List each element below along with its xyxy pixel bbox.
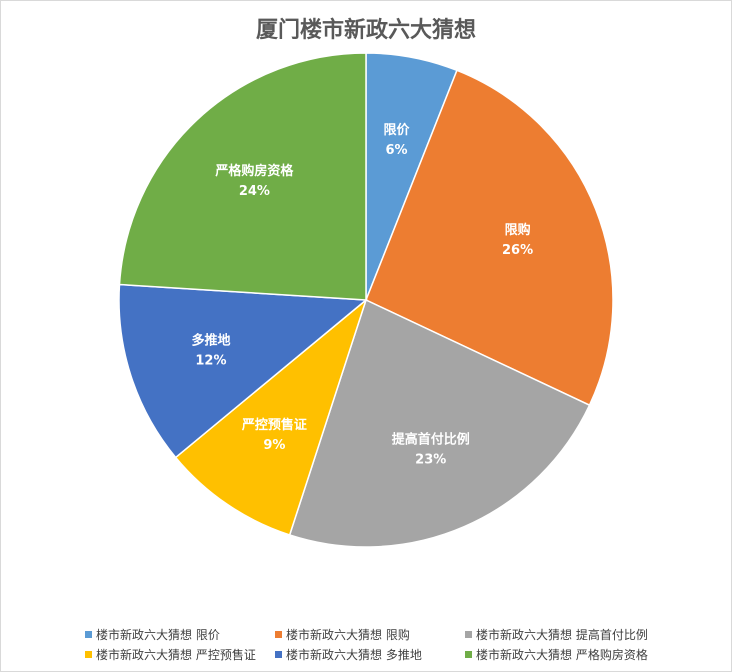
pie-slice-3 (174, 297, 368, 536)
legend-item: 楼市新政六大猜想 限购 (275, 626, 465, 643)
legend-swatch (465, 630, 472, 638)
legend-swatch (275, 630, 282, 638)
legend-swatch (275, 650, 282, 658)
pie-slice-2 (288, 298, 591, 548)
legend-swatch (85, 630, 92, 638)
legend-swatch (85, 650, 92, 658)
legend-label: 楼市新政六大猜想 限价 (96, 627, 220, 642)
legend-swatch (465, 650, 472, 658)
data-label-value-0: 6% (386, 143, 408, 158)
legend-label: 楼市新政六大猜想 多推地 (286, 647, 422, 662)
pie-slice-5 (118, 52, 367, 301)
data-label-category-2: 提高首付比例 (392, 432, 470, 448)
chart-title: 厦门楼市新政六大猜想 (255, 18, 476, 43)
pie-slice-1 (365, 69, 614, 407)
legend-item: 楼市新政六大猜想 严格购房资格 (465, 646, 655, 663)
data-label-category-1: 限购 (505, 222, 531, 238)
data-label-category-5: 严格购房资格 (214, 163, 294, 179)
data-label-value-1: 26% (502, 243, 533, 258)
legend-item: 楼市新政六大猜想 严控预售证 (85, 646, 275, 663)
legend-item: 楼市新政六大猜想 多推地 (275, 646, 465, 663)
legend-label: 楼市新政六大猜想 限购 (286, 627, 410, 642)
data-label-value-5: 24% (239, 184, 270, 199)
legend-item: 楼市新政六大猜想 限价 (85, 626, 275, 643)
legend-label: 楼市新政六大猜想 提高首付比例 (476, 627, 648, 642)
legend-label: 楼市新政六大猜想 严控预售证 (96, 647, 256, 662)
pie-slice-4 (118, 283, 368, 459)
data-label-value-2: 23% (415, 453, 446, 468)
data-label-category-3: 严控预售证 (241, 417, 307, 433)
data-label-value-3: 9% (263, 438, 285, 453)
legend-item: 楼市新政六大猜想 提高首付比例 (465, 626, 655, 643)
data-label-category-0: 限价 (384, 123, 411, 138)
data-label-category-4: 多推地 (191, 332, 230, 348)
data-label-value-4: 12% (195, 353, 226, 368)
legend: 楼市新政六大猜想 限价 楼市新政六大猜想 限购 楼市新政六大猜想 提高首付比例 楼市新… (85, 624, 655, 664)
legend-label: 楼市新政六大猜想 严格购房资格 (476, 647, 648, 662)
